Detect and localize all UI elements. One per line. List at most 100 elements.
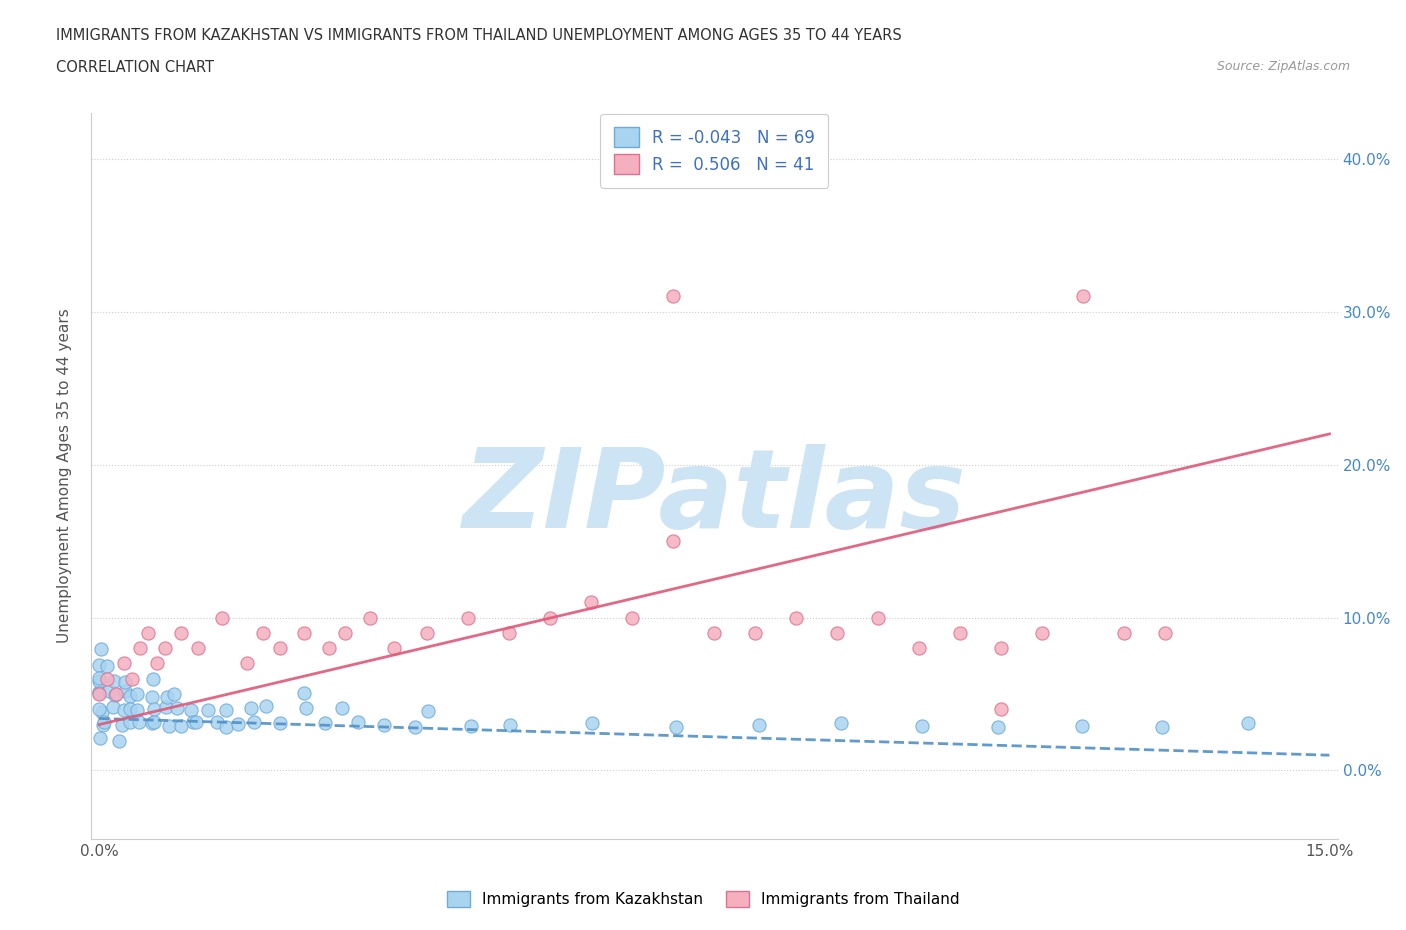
Point — [211, 610, 233, 625]
Point — [214, 703, 236, 718]
Point — [949, 625, 972, 640]
Point — [107, 734, 129, 749]
Point — [318, 641, 340, 656]
Text: CORRELATION CHART: CORRELATION CHART — [56, 60, 214, 75]
Point — [141, 689, 163, 704]
Point — [91, 705, 114, 720]
Point — [226, 717, 249, 732]
Point — [112, 656, 135, 671]
Point — [538, 610, 561, 625]
Point — [292, 625, 315, 640]
Point — [744, 625, 766, 640]
Point — [89, 731, 111, 746]
Point — [404, 720, 426, 735]
Point — [748, 717, 770, 732]
Point — [373, 718, 395, 733]
Point — [1150, 720, 1173, 735]
Point — [114, 674, 136, 689]
Point — [118, 702, 141, 717]
Point — [98, 684, 121, 698]
Point — [104, 686, 127, 701]
Point — [89, 671, 111, 685]
Point — [89, 684, 111, 699]
Point — [112, 703, 135, 718]
Point — [499, 718, 522, 733]
Point — [662, 289, 685, 304]
Point — [96, 671, 118, 686]
Point — [127, 686, 149, 701]
Point — [162, 687, 184, 702]
Point — [581, 595, 603, 610]
Point — [156, 689, 179, 704]
Point — [295, 700, 318, 715]
Point — [1154, 625, 1177, 640]
Point — [314, 716, 336, 731]
Text: Source: ZipAtlas.com: Source: ZipAtlas.com — [1216, 60, 1350, 73]
Point — [252, 625, 274, 640]
Point — [868, 610, 890, 625]
Point — [498, 625, 520, 640]
Point — [183, 714, 205, 729]
Point — [89, 658, 111, 672]
Point — [703, 625, 725, 640]
Point — [141, 715, 163, 730]
Point — [120, 689, 142, 704]
Point — [89, 685, 111, 700]
Point — [205, 715, 228, 730]
Point — [184, 714, 207, 729]
Point — [987, 720, 1010, 735]
Point — [990, 702, 1012, 717]
Point — [457, 610, 479, 625]
Point — [236, 656, 259, 671]
Point — [197, 702, 219, 717]
Point — [1236, 715, 1258, 730]
Point — [330, 700, 353, 715]
Point — [335, 625, 357, 640]
Legend: R = -0.043   N = 69, R =  0.506   N = 41: R = -0.043 N = 69, R = 0.506 N = 41 — [600, 113, 828, 188]
Point — [89, 686, 111, 701]
Text: IMMIGRANTS FROM KAZAKHSTAN VS IMMIGRANTS FROM THAILAND UNEMPLOYMENT AMONG AGES 3: IMMIGRANTS FROM KAZAKHSTAN VS IMMIGRANTS… — [56, 28, 903, 43]
Point — [129, 641, 152, 656]
Point — [581, 715, 603, 730]
Point — [911, 719, 934, 734]
Point — [118, 715, 141, 730]
Point — [128, 715, 150, 730]
Point — [90, 642, 112, 657]
Point — [111, 717, 134, 732]
Point — [239, 701, 262, 716]
Point — [143, 714, 166, 729]
Point — [89, 702, 111, 717]
Point — [155, 700, 177, 715]
Point — [166, 700, 188, 715]
Point — [1073, 289, 1095, 304]
Point — [187, 641, 209, 656]
Point — [292, 685, 315, 700]
Point — [121, 671, 143, 686]
Point — [127, 702, 149, 717]
Point — [96, 658, 118, 673]
Point — [785, 610, 807, 625]
Point — [157, 719, 180, 734]
Point — [665, 720, 688, 735]
Y-axis label: Unemployment Among Ages 35 to 44 years: Unemployment Among Ages 35 to 44 years — [58, 309, 72, 644]
Point — [662, 534, 685, 549]
Point — [830, 715, 852, 730]
Point — [179, 703, 201, 718]
Point — [91, 718, 114, 733]
Point — [101, 699, 124, 714]
Legend: Immigrants from Kazakhstan, Immigrants from Thailand: Immigrants from Kazakhstan, Immigrants f… — [440, 884, 966, 913]
Point — [145, 656, 167, 671]
Point — [170, 625, 193, 640]
Point — [254, 699, 277, 714]
Point — [138, 625, 160, 640]
Point — [416, 625, 439, 640]
Point — [1071, 719, 1094, 734]
Point — [384, 641, 406, 656]
Point — [243, 715, 266, 730]
Point — [269, 641, 291, 656]
Point — [460, 719, 482, 734]
Point — [1031, 625, 1053, 640]
Point — [215, 720, 238, 735]
Point — [93, 714, 115, 729]
Point — [104, 687, 127, 702]
